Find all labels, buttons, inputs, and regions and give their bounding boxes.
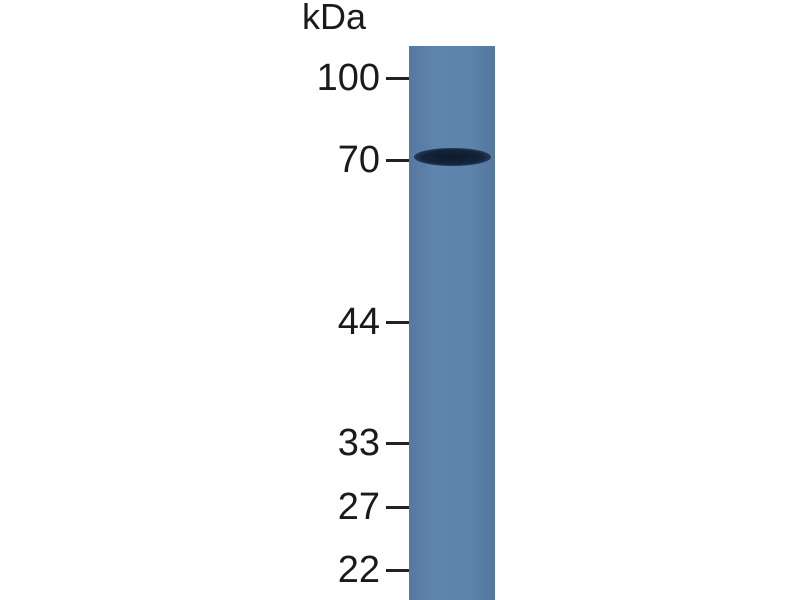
protein-band-70kda — [414, 148, 491, 166]
marker-label: 100 — [316, 57, 380, 99]
marker-33: 33 — [250, 423, 410, 463]
marker-100: 100 — [250, 58, 410, 98]
marker-label: 44 — [337, 301, 380, 343]
marker-tick — [386, 506, 410, 509]
marker-22: 22 — [250, 550, 410, 590]
marker-label: 33 — [337, 422, 380, 464]
marker-tick — [386, 442, 410, 445]
marker-tick — [386, 77, 410, 80]
marker-44: 44 — [250, 302, 410, 342]
marker-label: 27 — [337, 486, 380, 528]
unit-label: kDa — [302, 0, 367, 37]
marker-label: 70 — [337, 139, 380, 181]
marker-70: 70 — [250, 140, 410, 180]
marker-27: 27 — [250, 487, 410, 527]
blot-lane — [409, 46, 495, 600]
marker-tick — [386, 569, 410, 572]
marker-label: 22 — [337, 549, 380, 591]
marker-tick — [386, 159, 410, 162]
marker-tick — [386, 321, 410, 324]
